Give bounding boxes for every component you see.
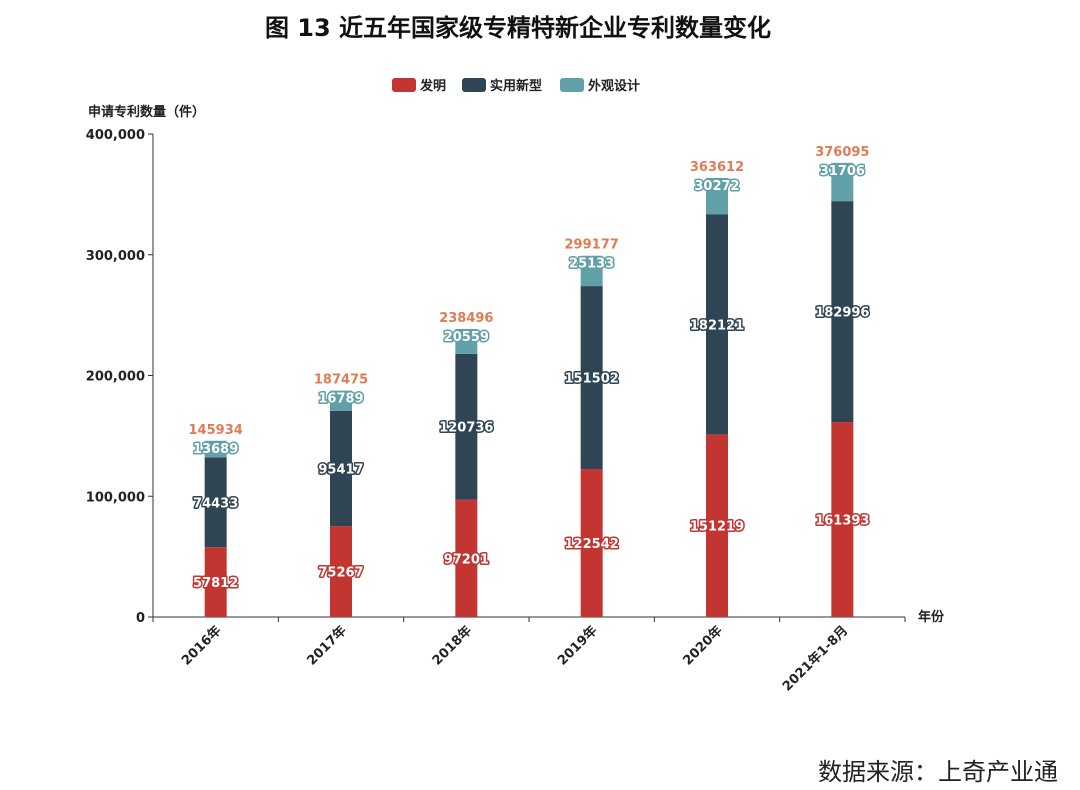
bar-0-0 [204, 547, 227, 617]
data-label: 75267 [318, 566, 363, 581]
bar-2-4 [706, 177, 728, 215]
legend-swatch-2 [560, 78, 584, 92]
y-tick-label: 0 [136, 611, 145, 626]
y-axis-title: 申请专利数量（件） [88, 104, 205, 120]
bar-0-1 [330, 526, 352, 617]
data-label: 57812 [193, 576, 238, 591]
legend-swatch-0 [392, 78, 416, 92]
bar-1-4 [706, 214, 728, 435]
legend-label: 实用新型 [490, 78, 542, 94]
data-label: 182996 [815, 306, 869, 321]
y-tick-label: 100,000 [86, 490, 145, 505]
data-label: 182121 [690, 318, 744, 333]
y-tick-label: 200,000 [86, 370, 145, 385]
data-label: 31706 [820, 164, 865, 179]
bar-0-2 [455, 499, 478, 617]
total-label: 363612 [690, 160, 744, 175]
bar-2-0 [204, 440, 227, 458]
bar-2-2 [455, 329, 478, 354]
bar-0-5 [831, 422, 854, 617]
bar-1-0 [204, 457, 227, 548]
bar-1-3 [580, 286, 603, 470]
x-tick-label: 2018年 [429, 623, 475, 669]
data-label: 95417 [318, 463, 363, 478]
x-axis-title: 年份 [918, 609, 945, 625]
data-label: 25133 [569, 257, 614, 272]
x-tick-label: 2017年 [304, 623, 350, 669]
legend-label: 外观设计 [587, 78, 640, 94]
bar-1-2 [455, 353, 478, 500]
x-tick-label: 2020年 [680, 623, 726, 669]
data-label: 16789 [318, 392, 363, 407]
data-label: 74433 [193, 496, 238, 511]
bar-2-1 [330, 390, 352, 411]
data-label: 97201 [444, 552, 489, 567]
total-label: 299177 [565, 238, 619, 253]
y-tick-label: 400,000 [86, 128, 145, 143]
data-label: 30272 [694, 179, 739, 194]
bar-0-3 [580, 469, 603, 617]
bar-1-1 [330, 410, 352, 527]
chart-title: 图 13 近五年国家级专精特新企业专利数量变化 [264, 14, 772, 42]
bar-2-5 [831, 162, 854, 202]
data-label: 151219 [690, 520, 744, 535]
total-label: 145934 [189, 423, 243, 438]
total-label: 376095 [815, 145, 869, 160]
source-note: 数据来源：上奇产业通 [818, 758, 1058, 786]
total-label: 238496 [439, 311, 493, 326]
bar-1-5 [831, 201, 854, 423]
legend-label: 发明 [419, 78, 446, 94]
x-tick-label: 2021年1-8月 [779, 623, 851, 695]
data-label: 161393 [815, 514, 869, 529]
x-tick-label: 2019年 [554, 623, 600, 669]
y-tick-label: 300,000 [86, 249, 145, 264]
legend-swatch-1 [462, 78, 486, 92]
x-tick-label: 2016年 [178, 623, 224, 669]
bar-0-4 [706, 434, 728, 617]
data-label: 151502 [565, 372, 619, 387]
total-label: 187475 [314, 373, 368, 388]
bar-2-3 [580, 255, 603, 287]
data-label: 20559 [444, 330, 489, 345]
data-label: 120736 [439, 421, 493, 436]
data-label: 13689 [193, 442, 238, 457]
data-label: 122542 [565, 537, 619, 552]
